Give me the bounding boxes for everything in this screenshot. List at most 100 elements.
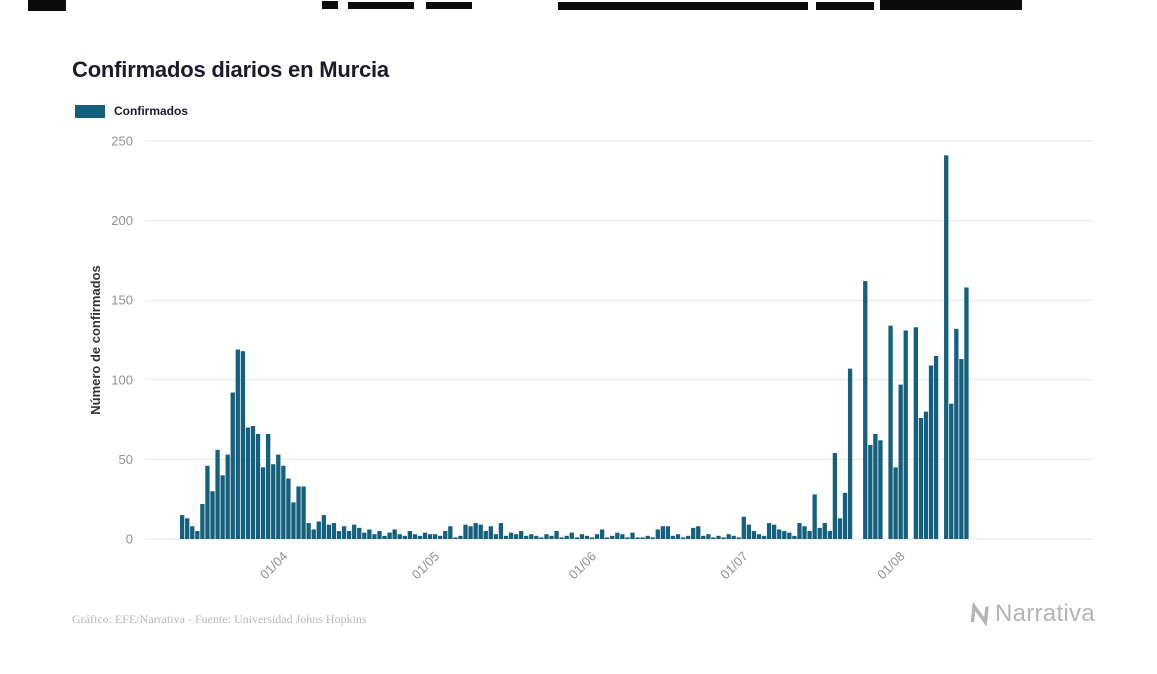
bar — [513, 534, 519, 539]
bar — [286, 478, 291, 539]
bar — [721, 537, 726, 539]
bar — [959, 359, 964, 539]
bar — [680, 537, 686, 539]
bar — [741, 516, 746, 539]
bar — [731, 535, 736, 539]
legend-label: Confirmados — [114, 104, 189, 118]
bar — [726, 534, 731, 539]
bar — [544, 534, 549, 539]
bar — [215, 449, 220, 539]
bar — [508, 532, 514, 539]
x-tick-label: 01/08 — [874, 549, 908, 583]
bar — [478, 524, 483, 539]
bar — [746, 524, 752, 539]
bar — [473, 523, 478, 539]
bar — [458, 535, 463, 539]
bar — [250, 425, 256, 539]
bar — [427, 534, 433, 539]
bar — [706, 534, 711, 539]
bar — [240, 351, 246, 539]
bar — [311, 529, 316, 539]
bar — [266, 433, 271, 539]
bar — [923, 411, 929, 539]
y-tick-label: 100 — [111, 372, 133, 387]
bar — [675, 534, 681, 539]
bar — [407, 531, 412, 539]
bar — [200, 503, 205, 539]
bar — [787, 532, 792, 539]
bar — [949, 403, 954, 539]
bar — [276, 454, 281, 539]
bar — [402, 535, 407, 539]
bar — [180, 515, 185, 539]
bar — [448, 526, 453, 539]
bar — [422, 532, 428, 539]
bar — [524, 535, 529, 539]
bar — [468, 526, 473, 539]
bar — [842, 492, 848, 539]
bar — [635, 537, 640, 539]
bar — [346, 531, 352, 539]
bar — [245, 427, 251, 539]
bar — [336, 531, 342, 539]
bar — [711, 537, 716, 539]
bar — [321, 515, 326, 539]
bar — [630, 532, 635, 539]
narrativa-logo: Narrativa — [970, 600, 1095, 628]
bar — [645, 535, 650, 539]
bar — [260, 467, 266, 539]
bar — [271, 464, 276, 539]
bar — [873, 433, 878, 539]
bar — [357, 527, 362, 539]
bar — [964, 287, 969, 539]
bar — [837, 518, 843, 539]
bar — [301, 486, 306, 539]
bar — [190, 526, 195, 539]
bar — [362, 532, 367, 539]
bar — [650, 537, 655, 539]
bar — [777, 529, 782, 539]
bar — [539, 537, 544, 539]
bar — [316, 521, 321, 539]
bar — [802, 526, 807, 539]
bar — [610, 535, 615, 539]
y-tick-label: 200 — [111, 213, 133, 228]
bar — [868, 445, 873, 539]
bar — [766, 523, 772, 539]
bar — [599, 529, 605, 539]
bar — [903, 330, 908, 539]
bar — [225, 454, 230, 539]
bar — [534, 535, 539, 539]
y-tick-label: 0 — [126, 532, 133, 547]
bar — [716, 535, 721, 539]
bar — [625, 537, 630, 539]
bar — [488, 526, 493, 539]
x-tick-label: 01/04 — [257, 549, 291, 583]
bar — [291, 502, 296, 539]
bar — [761, 535, 767, 539]
bar — [605, 537, 610, 539]
bar — [281, 465, 286, 539]
bar — [235, 349, 240, 539]
bar — [893, 467, 898, 539]
bar — [898, 384, 903, 539]
bar — [928, 365, 934, 539]
bar — [306, 523, 311, 539]
bar — [913, 327, 918, 539]
bar — [807, 531, 812, 539]
bar — [655, 529, 660, 539]
bar — [701, 535, 706, 539]
bar — [433, 534, 438, 539]
bar — [352, 524, 357, 539]
bar — [255, 433, 261, 539]
bar — [493, 534, 499, 539]
bar — [498, 523, 504, 539]
bar — [579, 534, 585, 539]
bar — [559, 537, 564, 539]
x-tick-label: 01/07 — [717, 549, 751, 583]
bar — [569, 532, 574, 539]
bar — [640, 537, 645, 539]
bar — [782, 531, 787, 539]
bar — [691, 527, 696, 539]
